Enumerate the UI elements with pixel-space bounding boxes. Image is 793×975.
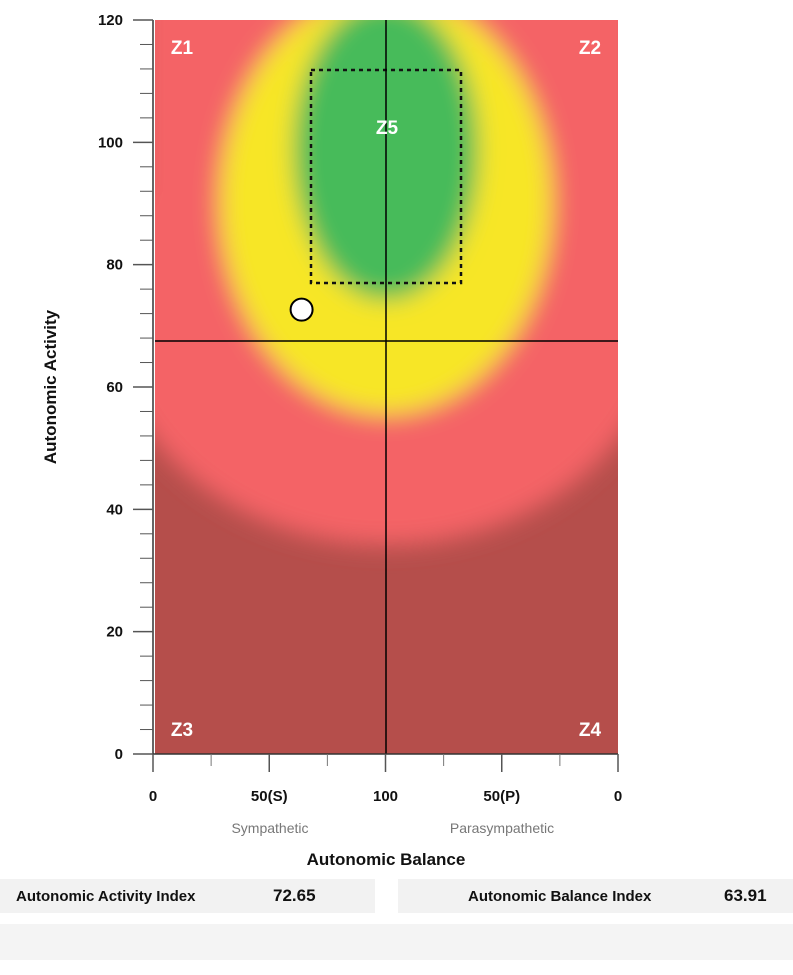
y-tick-label: 60	[106, 379, 123, 396]
y-tick-label: 120	[98, 12, 123, 29]
zone-label-z5: Z5	[376, 118, 399, 139]
zone-chart: 0 20 40 60 80 100 120 0 50(S) 100 50(P) 0 Z1 Z2 Z3…	[41, 12, 622, 869]
x-tick-label: 50(P)	[483, 788, 520, 805]
x-axis-title: Autonomic Balance	[307, 850, 466, 869]
zone-label-z4: Z4	[579, 720, 602, 741]
x-axis: 0 50(S) 100 50(P) 0	[149, 753, 622, 805]
y-tick-label: 100	[98, 134, 123, 151]
activity-index-value: 72.65	[273, 886, 316, 905]
activity-index-label: Autonomic Activity Index	[16, 888, 196, 905]
footer-bar	[0, 924, 793, 960]
y-tick-label: 0	[115, 746, 123, 763]
balance-index-panel: Autonomic Balance Index 63.91	[398, 879, 793, 913]
y-tick-label: 80	[106, 257, 123, 274]
y-axis: 0 20 40 60 80 100 120	[98, 12, 154, 763]
activity-index-panel: Autonomic Activity Index 72.65	[0, 879, 375, 913]
data-point[interactable]	[289, 297, 314, 322]
y-tick-label: 20	[106, 624, 123, 641]
x-tick-label: 0	[614, 788, 622, 805]
balance-index-label: Autonomic Balance Index	[468, 888, 652, 905]
zone-label-z3: Z3	[171, 720, 193, 741]
x-tick-label: 50(S)	[251, 788, 288, 805]
x-tick-label: 0	[149, 788, 157, 805]
balance-index-value: 63.91	[724, 886, 767, 905]
sympathetic-label: Sympathetic	[231, 820, 308, 836]
y-axis-title: Autonomic Activity	[41, 309, 60, 464]
zone-label-z1: Z1	[171, 38, 194, 59]
x-tick-label: 100	[373, 788, 398, 805]
parasympathetic-label: Parasympathetic	[450, 820, 554, 836]
y-tick-label: 40	[106, 501, 123, 518]
zone-label-z2: Z2	[579, 38, 601, 59]
